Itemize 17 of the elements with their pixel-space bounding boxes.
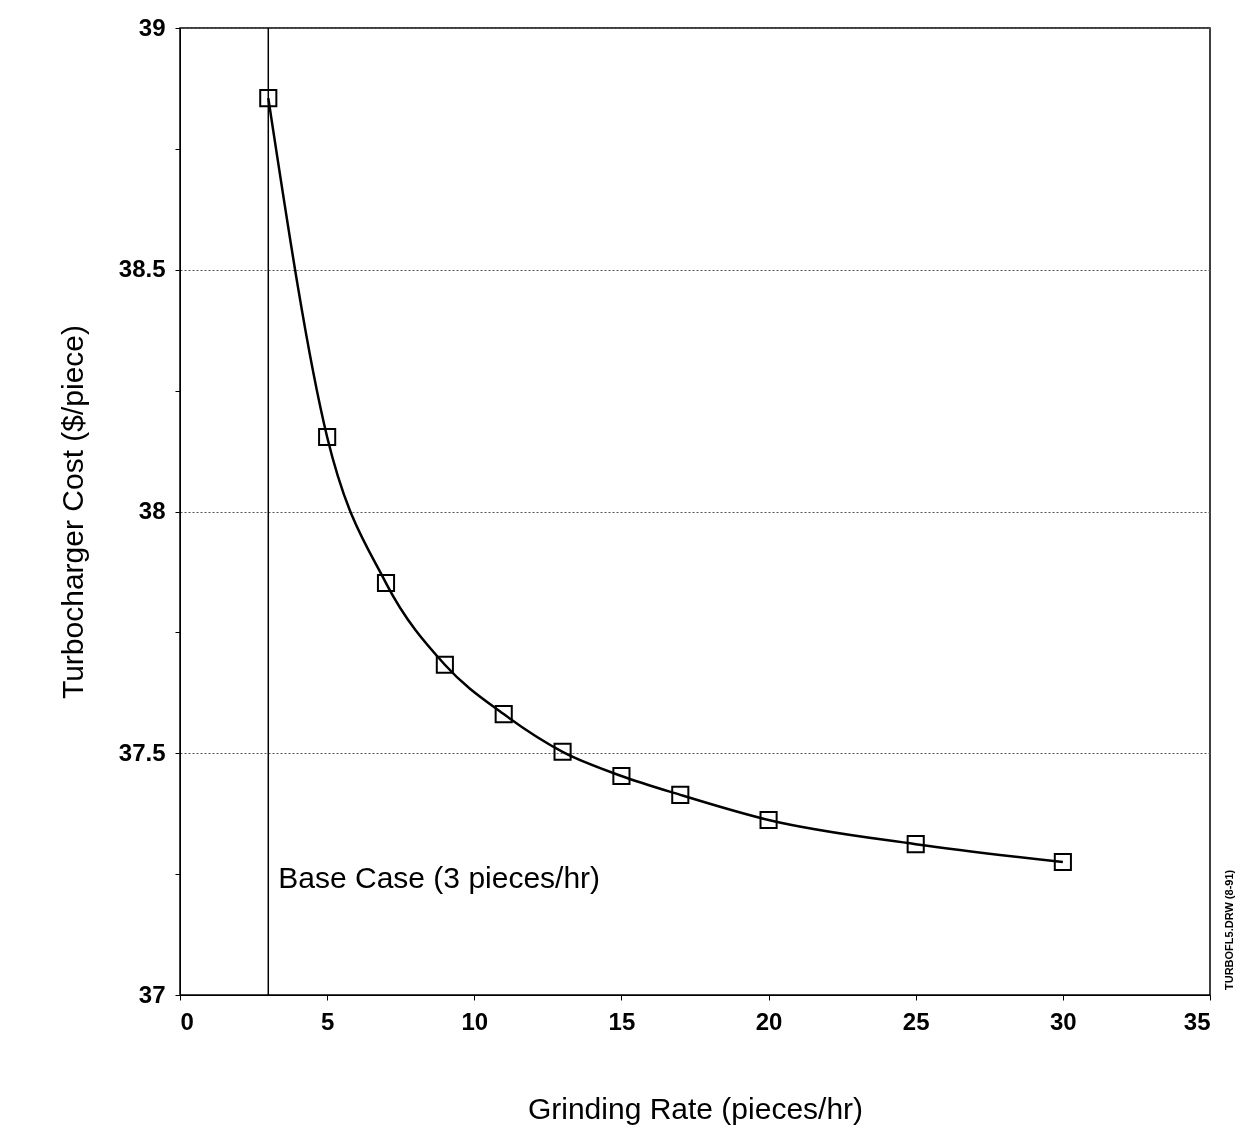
x-tick-label: 35 — [1183, 1007, 1211, 1035]
y-axis-title: Turbocharger Cost ($/piece) — [55, 324, 89, 700]
text: TURBOFL5.DRW (8-91) — [1223, 869, 1235, 990]
x-axis-title: Grinding Rate (pieces/hr) — [527, 1091, 864, 1125]
y-tick-label: 37.5 — [118, 738, 166, 766]
ref-line-label: Base Case (3 pieces/hr) — [278, 860, 601, 894]
x-tick-label: 30 — [1050, 1007, 1077, 1035]
x-tick-label: 5 — [320, 1007, 335, 1035]
x-tick-label: 10 — [461, 1007, 489, 1035]
y-tick-label: 37 — [138, 980, 166, 1008]
x-tick-label: 15 — [608, 1007, 636, 1035]
x-tick-label: 20 — [755, 1007, 783, 1035]
y-tick-label: 38 — [138, 497, 166, 524]
y-tick-label: 38.5 — [118, 255, 166, 283]
x-tick-label: 25 — [902, 1007, 930, 1035]
y-tick-label: 39 — [138, 13, 166, 41]
x-tick-label: 0 — [180, 1007, 194, 1035]
